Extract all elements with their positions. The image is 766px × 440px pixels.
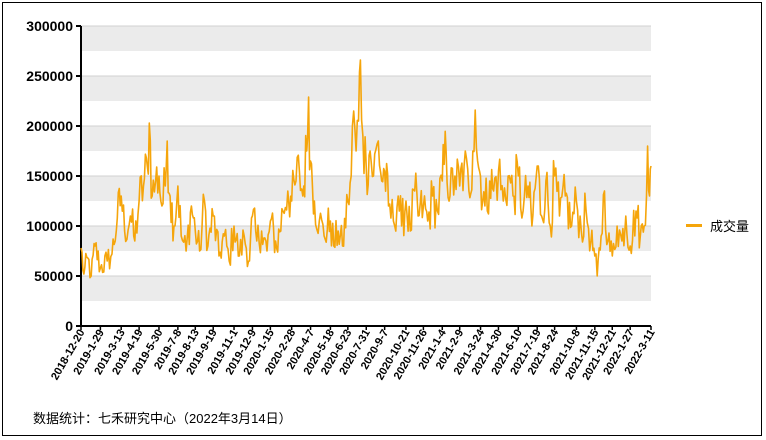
y-tick-label: 250000 [26, 68, 73, 84]
grid-band [81, 226, 651, 251]
line-chart: 0 50000 100000 150000 200000 250000 300000 201… [26, 18, 658, 382]
grid-band [81, 26, 651, 51]
series-line [80, 59, 652, 279]
legend-swatch [686, 224, 702, 227]
chart-frame: 0 50000 100000 150000 200000 250000 300000 201… [2, 2, 762, 436]
x-axis: 2018-12-202019-1-292019-3-132019-4-19201… [49, 325, 658, 382]
y-tick-label: 100000 [26, 218, 73, 234]
y-tick-label: 300000 [26, 18, 73, 34]
legend-label: 成交量 [710, 219, 750, 234]
series-layer [80, 59, 652, 279]
grid-band [81, 51, 651, 76]
y-axis: 0 50000 100000 150000 200000 250000 300000 [26, 18, 82, 334]
grid-band [81, 276, 651, 301]
y-tick-label: 50000 [34, 268, 73, 284]
grid-band [81, 251, 651, 276]
grid-band [81, 76, 651, 101]
legend: 成交量 [686, 216, 749, 235]
grid-band [81, 101, 651, 126]
source-note: 数据统计：七禾研究中心（2022年3月14日） [33, 411, 292, 426]
y-tick-label: 200000 [26, 118, 73, 134]
grid-band [81, 201, 651, 226]
y-tick-label: 150000 [26, 168, 73, 184]
y-tick-label: 0 [65, 318, 73, 334]
grid-band [81, 301, 651, 326]
